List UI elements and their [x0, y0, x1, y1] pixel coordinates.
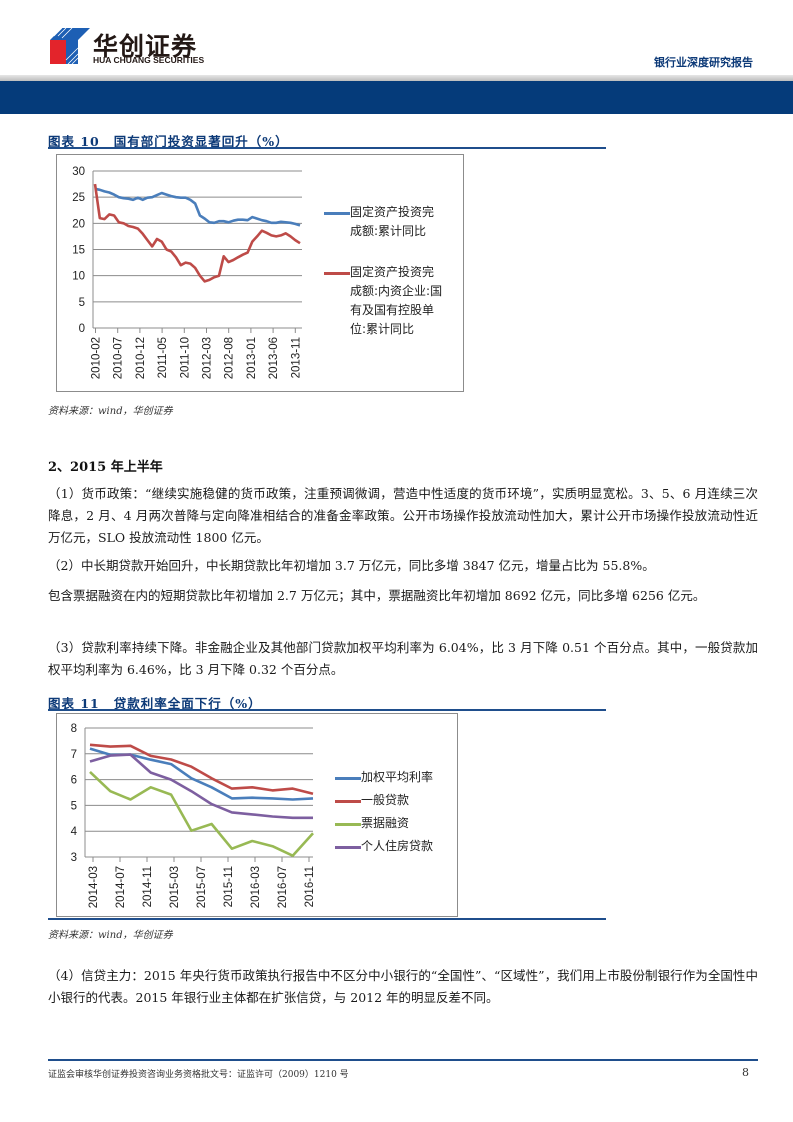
figure11-source: 资料来源：wind，华创证券: [48, 930, 173, 941]
figure10-rule: [48, 147, 606, 149]
header-gray-band: [0, 75, 793, 81]
legend-label: 固定资产投资完 成额:累计同比: [350, 205, 435, 238]
x-tick-label: 2014-11: [142, 866, 154, 907]
y-tick-label: 8: [71, 723, 77, 735]
x-tick-label: 2015-07: [196, 866, 208, 908]
section-2-title: 2、2015 年上半年: [48, 460, 163, 475]
y-tick-label: 5: [79, 297, 85, 309]
x-tick-label: 2012-03: [202, 337, 214, 379]
figure11-bottom-rule: [48, 918, 606, 920]
figure10-plot: 0 5 10 15 20 25 30 2010-02 2010-07 2010-12 2011-05…: [72, 166, 302, 379]
series-line: [93, 183, 301, 283]
legend-label: 固定资产投资完 成额:内资企业:国 有及国有控股单 位:累计同比: [350, 265, 443, 336]
series-line: [89, 770, 314, 857]
figure10-label: 图表 10: [48, 134, 100, 149]
series-line: [94, 187, 301, 227]
y-tick-label: 5: [71, 800, 77, 812]
x-tick-label: 2010-12: [135, 337, 147, 379]
legend-swatch-icon: [335, 846, 361, 849]
legend-swatch-icon: [335, 823, 361, 826]
figure10-chart: 0 5 10 15 20 25 30 2010-02 2010-07 2010-12 2011-05…: [56, 154, 464, 392]
figure11-legend-items: 加权平均利率 一般贷款票据融资个人住房贷款: [335, 768, 433, 856]
y-tick-label: 20: [72, 218, 85, 230]
logo-english-name: HUA CHUANG SECURITIES: [93, 55, 205, 65]
legend-swatch-icon: [335, 800, 361, 803]
legend-swatch-icon: [324, 212, 350, 215]
x-tick-label: 2013-01: [246, 337, 258, 379]
figure11-title: 图表 11 贷款利率全面下行（%）: [48, 693, 262, 712]
figure10-legend: 固定资产投资完 成额:累计同比固定资产投资完 成额:内资企业:国 有及国有控股单 位:累…: [324, 203, 442, 361]
y-tick-label: 6: [71, 775, 77, 787]
x-tick-label: 2013-06: [268, 337, 280, 379]
legend-label: 加权平均利率: [361, 770, 434, 784]
x-tick-label: 2014-07: [115, 866, 127, 908]
legend-item: 加权平均利率: [335, 768, 433, 787]
x-tick-label: 2016-03: [250, 866, 262, 908]
legend-label: 票据融资: [361, 816, 410, 830]
series-line: [89, 753, 313, 820]
legend-item: 固定资产投资完 成额:内资企业:国 有及国有控股单 位:累计同比: [324, 263, 442, 339]
x-tick-label: 2015-11: [223, 866, 235, 907]
legend-item: 票据融资: [335, 814, 433, 833]
figure11-plot: 3 4 5 6 7 8 2014-03 2014-07 2014-11 2015-03 2015-0…: [71, 723, 316, 908]
figure10-title: 图表 10 国有部门投资显著回升（%）: [48, 131, 289, 150]
x-tick-label: 2013-11: [290, 337, 302, 378]
y-tick-label: 3: [71, 852, 77, 864]
x-tick-label: 2014-03: [88, 866, 100, 908]
figure10-caption: 国有部门投资显著回升（%）: [113, 134, 289, 149]
x-tick-label: 2010-02: [91, 337, 103, 379]
footer-rule: [48, 1059, 758, 1061]
page-number: 8: [742, 1066, 749, 1079]
x-tick-label: 2016-07: [277, 866, 289, 908]
x-tick-label: 2011-10: [179, 337, 191, 378]
series-line: [89, 743, 314, 796]
legend-swatch-icon: [324, 272, 350, 275]
legend-item: 固定资产投资完 成额:累计同比: [324, 203, 442, 241]
figure11-caption: 贷款利率全面下行（%）: [113, 696, 262, 711]
logo-chinese-name: 华创证券: [93, 32, 198, 61]
legend-label: 一般贷款: [361, 793, 410, 807]
y-tick-label: 7: [71, 749, 77, 761]
legend-item: 个人住房贷款: [335, 837, 433, 856]
legend-item: 一般贷款: [335, 791, 433, 810]
figure11-label: 图表 11: [48, 696, 100, 711]
header-blue-band: [0, 81, 793, 114]
report-type-label: 银行业深度研究报告: [654, 56, 753, 69]
legend-swatch-icon: [335, 777, 361, 780]
legend-label: 个人住房贷款: [361, 839, 434, 853]
paragraph-medium-long-loans: （2）中长期贷款开始回升，中长期贷款比年初增加 3.7 万亿元，同比多增 384…: [48, 558, 655, 573]
x-tick-label: 2016-11: [304, 866, 316, 907]
logo-mark-icon: [50, 28, 90, 64]
y-tick-label: 15: [72, 245, 85, 257]
paragraph-monetary-policy: （1）货币政策：“继续实施稳健的货币政策，注重预调微调，营造中性适度的货币环境”…: [48, 486, 758, 545]
figure10-legend-items: 固定资产投资完 成额:累计同比固定资产投资完 成额:内资企业:国 有及国有控股单 位:累…: [324, 203, 442, 339]
x-tick-label: 2012-08: [224, 337, 236, 379]
x-tick-label: 2010-07: [113, 337, 125, 379]
y-tick-label: 4: [71, 826, 78, 838]
y-tick-label: 30: [72, 166, 85, 178]
figure11-rule: [48, 709, 606, 711]
y-tick-label: 0: [79, 323, 85, 335]
figure10-source: 资料来源：wind，华创证券: [48, 406, 173, 417]
figure11-chart: 3 4 5 6 7 8 2014-03 2014-07 2014-11 2015-03 2015-0…: [56, 713, 458, 917]
y-tick-label: 25: [72, 192, 85, 204]
paragraph-loan-rates: （3）贷款利率持续下降。非金融企业及其他部门贷款加权平均利率为 6.04%，比 …: [48, 640, 758, 677]
y-tick-label: 10: [72, 271, 85, 283]
paragraph-short-term-loans: 包含票据融资在内的短期贷款比年初增加 2.7 万亿元；其中，票据融资比年初增加 …: [48, 588, 706, 603]
paragraph-credit-main-force: （4）信贷主力：2015 年央行货币政策执行报告中不区分中小银行的“全国性”、“…: [48, 968, 758, 1005]
figure11-legend: 加权平均利率 一般贷款票据融资个人住房贷款: [335, 768, 433, 860]
x-tick-label: 2011-05: [157, 337, 169, 378]
footer-license-text: 证监会审核华创证券投资咨询业务资格批文号：证监许可（2009）1210 号: [48, 1070, 349, 1080]
x-tick-label: 2015-03: [169, 866, 181, 908]
